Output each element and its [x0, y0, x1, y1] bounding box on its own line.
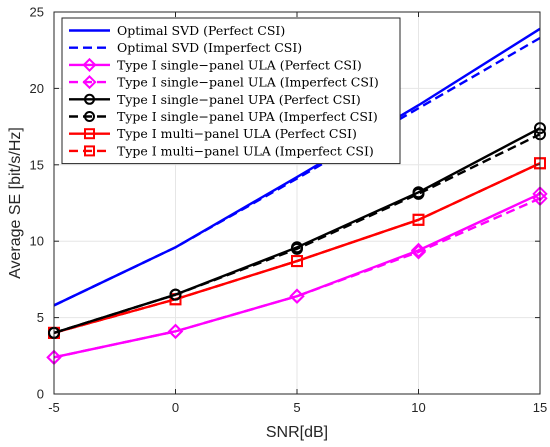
y-tick-label: 10: [30, 234, 44, 249]
legend-entry: Type I single−panel ULA (Perfect CSI): [69, 57, 362, 72]
legend-entry: Type I multi−panel ULA (Imperfect CSI): [69, 143, 374, 158]
data-point: [289, 288, 305, 304]
data-point: [412, 186, 425, 199]
legend-entry: Optimal SVD (Perfect CSI): [69, 23, 285, 38]
series-line: [53, 127, 541, 335]
legend: Optimal SVD (Perfect CSI) Optimal SVD (Im…: [61, 17, 401, 165]
y-tick-label: 0: [37, 387, 44, 402]
legend-label: Optimal SVD (Perfect CSI): [117, 23, 285, 38]
legend-label: Type I multi−panel ULA (Perfect CSI): [117, 126, 357, 141]
x-tick-label: 10: [411, 400, 425, 415]
data-point: [412, 213, 425, 226]
x-tick-label: 0: [172, 400, 179, 415]
legend-marker: [84, 111, 95, 122]
x-tick-label: 15: [533, 400, 547, 415]
legend-label: Type I single−panel ULA (Perfect CSI): [117, 57, 362, 72]
series-1: [53, 27, 541, 307]
series-line: [53, 162, 541, 335]
legend-marker: [82, 57, 97, 72]
data-point: [167, 323, 184, 340]
y-tick-label: 15: [30, 157, 44, 172]
x-tick-label: 5: [293, 400, 300, 415]
legend-marker: [84, 145, 95, 157]
series-line: [53, 197, 541, 359]
y-axis-label: Average SE [bit/s/Hz]: [7, 127, 24, 279]
legend-label: Type I single−panel ULA (Imperfect CSI): [117, 75, 379, 90]
legend-entry: Type I single−panel ULA (Imperfect CSI): [69, 75, 379, 90]
legend-entry: Optimal SVD (Imperfect CSI): [69, 40, 302, 55]
data-point: [410, 244, 427, 260]
legend-marker: [84, 93, 95, 105]
x-axis-label: SNR[dB]: [266, 424, 328, 441]
x-tick-label: -5: [48, 400, 60, 415]
series-line: [53, 27, 541, 307]
legend-label: Type I single−panel UPA (Perfect CSI): [117, 92, 361, 107]
legend-entry: Type I multi−panel ULA (Perfect CSI): [69, 126, 357, 141]
series-3: [46, 186, 548, 365]
legend-label: Type I multi−panel ULA (Imperfect CSI): [117, 143, 374, 158]
legend-box: [61, 17, 401, 165]
legend-entry: Type I single−panel UPA (Perfect CSI): [69, 92, 361, 107]
legend-label: Type I single−panel UPA (Imperfect CSI): [117, 109, 378, 124]
legend-label: Optimal SVD (Imperfect CSI): [117, 40, 302, 55]
series-layer: [46, 27, 548, 365]
legend-marker: [82, 75, 97, 90]
y-tick-label: 5: [37, 310, 44, 325]
legend-marker: [84, 128, 95, 140]
data-point: [291, 241, 303, 254]
data-point: [169, 288, 182, 301]
ticks: -5 0 5 10 15 0 5 10 15 20 25: [30, 5, 548, 416]
y-tick-label: 25: [30, 5, 44, 20]
data-point: [291, 255, 303, 268]
y-tick-label: 20: [30, 81, 44, 96]
series-line: [53, 192, 541, 359]
legend-entry: Type I single−panel UPA (Imperfect CSI): [69, 109, 378, 124]
data-point: [410, 242, 427, 259]
